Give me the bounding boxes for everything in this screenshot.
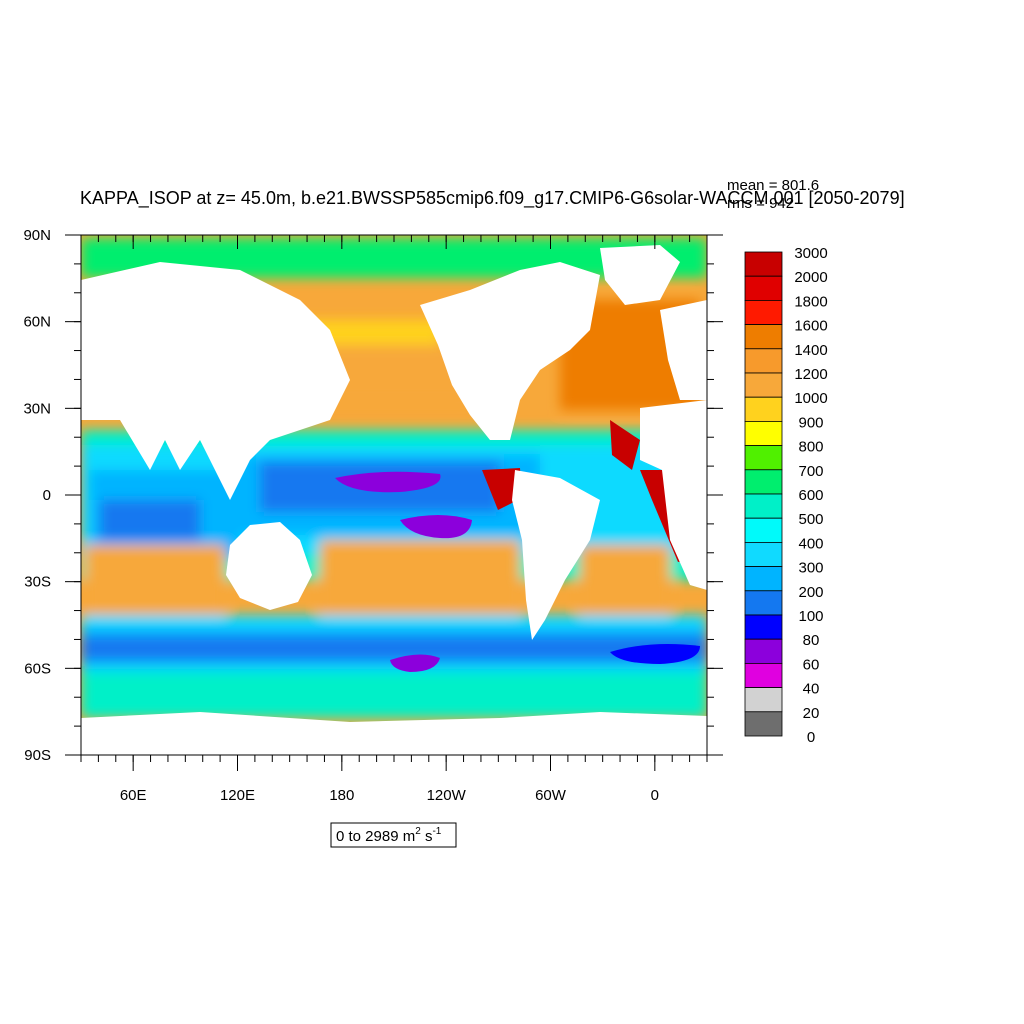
range-label-sup1: 2: [415, 826, 421, 837]
colorbar-label: 700: [798, 463, 823, 480]
colorbar-swatch: [744, 251, 783, 277]
colorbar-label: 80: [803, 632, 820, 649]
low-southern-2: [610, 644, 700, 664]
range-label-sup2: -1: [432, 826, 441, 837]
low-pacific-2: [400, 515, 472, 539]
colorbar-swatch: [744, 663, 783, 689]
colorbar: 3000200018001600140012001000900800700600…: [744, 245, 828, 746]
colorbar-label: 600: [798, 487, 823, 504]
indian-deep-band: [100, 500, 200, 540]
y-tick-label: 90N: [23, 227, 51, 244]
s-pacific-gyre: [320, 540, 520, 625]
colorbar-swatch: [744, 517, 783, 543]
colorbar-swatch: [744, 348, 783, 374]
south-america-land: [512, 470, 600, 640]
x-tick-label: 120E: [220, 787, 255, 804]
x-tick-label: 120W: [427, 787, 467, 804]
x-tick-label: 60W: [535, 787, 567, 804]
colorbar-swatch: [744, 445, 783, 471]
colorbar-label: 3000: [794, 245, 827, 262]
colorbar-swatch: [744, 469, 783, 495]
colorbar-label: 100: [798, 608, 823, 625]
colorbar-label: 1600: [794, 318, 827, 335]
southern-band-3: [81, 636, 707, 660]
colorbar-swatch: [744, 566, 783, 592]
e-pacific-high: [482, 468, 522, 510]
antarctica-land: [81, 712, 707, 755]
ocean-field-bands: [81, 238, 707, 718]
colorbar-swatch: [744, 299, 783, 325]
range-label: 0 to 2989 m2 s-1: [336, 826, 442, 845]
range-label-mid: s: [421, 828, 433, 845]
colorbar-label: 40: [803, 681, 820, 698]
y-axis: 90N 60N 30N 0 30S 60S 90S: [23, 227, 723, 764]
colorbar-label: 20: [803, 705, 820, 722]
colorbar-swatch: [744, 590, 783, 616]
colorbar-swatch: [744, 542, 783, 568]
colorbar-label: 900: [798, 414, 823, 431]
low-southern-1: [390, 654, 440, 672]
y-tick-label: 30S: [24, 574, 51, 591]
y-tick-label: 60N: [23, 314, 51, 331]
low-pacific-1: [335, 471, 441, 493]
colorbar-label: 1800: [794, 293, 827, 310]
y-tick-label: 0: [43, 487, 51, 504]
colorbar-swatch: [744, 372, 783, 398]
colorbar-swatch: [744, 493, 783, 519]
colorbar-swatch: [744, 420, 783, 446]
colorbar-swatch: [744, 396, 783, 422]
land-mask: [81, 245, 707, 755]
antarctic-band-1: [81, 672, 707, 690]
colorbar-swatch: [744, 614, 783, 640]
greenland-land: [600, 245, 680, 305]
colorbar-label: 60: [803, 656, 820, 673]
colorbar-label: 2000: [794, 269, 827, 286]
colorbar-label: 800: [798, 439, 823, 456]
north-america-land: [420, 262, 600, 440]
asia-land: [81, 262, 350, 500]
range-box-frame: [330, 822, 457, 848]
y-tick-label: 30N: [23, 400, 51, 417]
x-tick-label: 180: [329, 787, 354, 804]
mean-label: mean = 801.6: [727, 177, 819, 194]
colorbar-swatch: [744, 324, 783, 350]
colorbar-label: 1400: [794, 342, 827, 359]
australia-land: [226, 522, 312, 610]
y-tick-label: 60S: [24, 660, 51, 677]
y-tick-label: 90S: [24, 747, 51, 764]
chart-title: KAPPA_ISOP at z= 45.0m, b.e21.BWSSP585cm…: [80, 188, 905, 209]
colorbar-label: 0: [807, 729, 815, 746]
colorbar-swatch: [744, 687, 783, 713]
range-label-text: 0 to 2989 m: [336, 828, 415, 845]
nw-atlantic-high: [610, 420, 640, 470]
map-field: [81, 235, 707, 755]
colorbar-swatch: [744, 275, 783, 301]
colorbar-label: 1000: [794, 390, 827, 407]
colorbar-label: 300: [798, 560, 823, 577]
range-box: 0 to 2989 m2 s-1: [330, 822, 457, 848]
s-atlantic-gyre: [580, 545, 670, 615]
x-tick-label: 0: [651, 787, 659, 804]
africa-land: [640, 400, 707, 590]
colorbar-label: 200: [798, 584, 823, 601]
rms-label: rms = 942: [727, 195, 794, 212]
colorbar-label: 1200: [794, 366, 827, 383]
colorbar-label: 500: [798, 511, 823, 528]
x-tick-label: 60E: [120, 787, 147, 804]
europe-land: [660, 300, 707, 400]
colorbar-swatch: [744, 711, 783, 737]
s-indian-gyre: [85, 545, 225, 620]
colorbar-swatch: [744, 638, 783, 664]
x-axis: 60E 120E 180 120W 60W 0: [120, 235, 659, 804]
colorbar-label: 400: [798, 535, 823, 552]
